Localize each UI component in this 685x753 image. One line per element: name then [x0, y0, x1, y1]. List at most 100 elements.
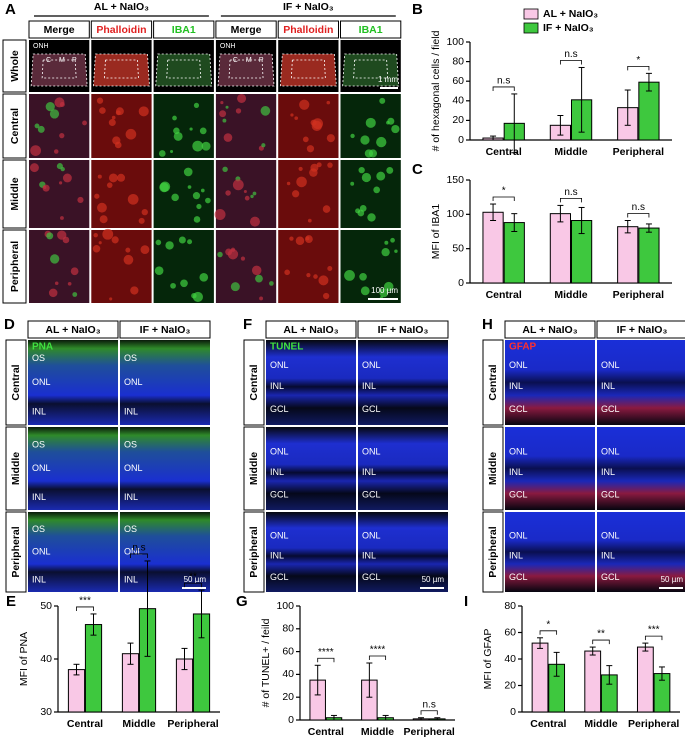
- row-header: Peripheral: [10, 526, 22, 577]
- layer-label: INL: [509, 550, 523, 560]
- layer-label: OS: [124, 440, 137, 450]
- stain-label: PNA: [32, 342, 53, 353]
- x-tick-label: Peripheral: [613, 289, 664, 301]
- significance-bracket: [627, 213, 650, 218]
- cell: [313, 274, 318, 279]
- cell: [326, 100, 331, 105]
- column-header: Merge: [44, 24, 75, 36]
- significance-label: **: [597, 629, 605, 640]
- cell: [106, 182, 113, 188]
- cell: [305, 236, 310, 241]
- micrograph: [91, 94, 152, 158]
- cell: [170, 150, 174, 154]
- cell: [344, 269, 355, 281]
- y-tick-label: 40: [282, 668, 294, 680]
- layer-label: INL: [124, 492, 138, 502]
- micrograph: [91, 230, 152, 303]
- cell: [62, 236, 70, 244]
- row-header: Middle: [487, 452, 499, 485]
- row-header-box: [482, 511, 504, 593]
- retina-flatmount: [279, 53, 337, 87]
- legend-label: AL + NaIO₃: [543, 8, 598, 20]
- cell: [225, 248, 233, 256]
- y-tick-label: 100: [276, 600, 294, 612]
- cell: [102, 228, 114, 240]
- cell: [250, 194, 254, 199]
- cell: [70, 267, 79, 276]
- cell: [376, 136, 387, 148]
- cell: [108, 119, 116, 127]
- layer-label: OS: [124, 353, 137, 363]
- column-header-box: [357, 320, 449, 339]
- cell: [290, 113, 294, 117]
- cell: [302, 136, 309, 143]
- cell: [230, 282, 240, 292]
- y-tick-label: 0: [510, 706, 516, 718]
- layer-label: GCL: [362, 404, 381, 414]
- row-header-box: [2, 159, 27, 229]
- cell: [53, 149, 59, 154]
- cell: [386, 120, 390, 125]
- cell: [260, 106, 271, 116]
- x-tick-label: Central: [308, 726, 344, 738]
- significance-bracket: [559, 198, 583, 203]
- cell: [306, 273, 311, 278]
- layer-label: INL: [32, 574, 46, 584]
- layer-label: ONL: [601, 360, 620, 370]
- significance-label: ***: [648, 625, 660, 636]
- panel-label: G: [236, 593, 248, 610]
- row-header: Peripheral: [9, 241, 21, 292]
- row-header: Middle: [10, 452, 22, 485]
- row-header: Peripheral: [248, 526, 260, 577]
- cell: [130, 286, 139, 295]
- region-outline: [353, 59, 389, 79]
- cell: [350, 181, 355, 186]
- cell: [365, 117, 376, 128]
- cell: [170, 282, 176, 289]
- row-header-box: [2, 229, 27, 304]
- cell: [171, 193, 179, 202]
- significance-bracket: [559, 60, 583, 65]
- layer-label: ONL: [270, 446, 289, 456]
- cell: [114, 141, 122, 149]
- layer-label: GCL: [362, 572, 381, 582]
- cell: [97, 174, 102, 179]
- cell: [327, 266, 333, 272]
- column-header: Phalloidin: [283, 24, 333, 36]
- cell: [141, 209, 148, 216]
- cell: [60, 166, 65, 172]
- cell: [165, 241, 174, 250]
- cell: [138, 217, 145, 224]
- column-header-box: [153, 20, 215, 39]
- significance-label: n.s: [422, 699, 435, 710]
- region-outline: [104, 59, 139, 79]
- layer-label: GCL: [509, 572, 528, 582]
- layer-label: INL: [32, 492, 46, 502]
- y-tick-label: 40: [40, 653, 52, 665]
- significance-label: *: [546, 619, 550, 630]
- micrograph: [153, 160, 214, 228]
- y-axis-label: # of TUNEL+ / feild: [260, 618, 272, 707]
- row-header-box: [243, 426, 265, 511]
- cell: [111, 236, 119, 244]
- layer-label: GCL: [270, 489, 289, 499]
- y-tick-label: 20: [504, 679, 516, 691]
- cell: [390, 237, 395, 243]
- cell: [295, 236, 305, 246]
- layer-label: GCL: [509, 489, 528, 499]
- micrograph: [28, 427, 118, 510]
- y-axis-label: MFI of IBA1: [430, 204, 442, 260]
- region-label: M: [59, 57, 65, 64]
- cell: [243, 189, 247, 194]
- cell: [82, 120, 87, 126]
- cell: [199, 272, 209, 282]
- cell: [109, 297, 113, 301]
- cell: [72, 292, 78, 297]
- cell: [125, 128, 137, 140]
- cell: [154, 266, 164, 275]
- layer-label: ONL: [601, 446, 620, 456]
- column-header: IBA1: [359, 24, 383, 36]
- bar: [638, 227, 660, 284]
- significance-bracket: [368, 655, 387, 660]
- cell: [62, 173, 72, 183]
